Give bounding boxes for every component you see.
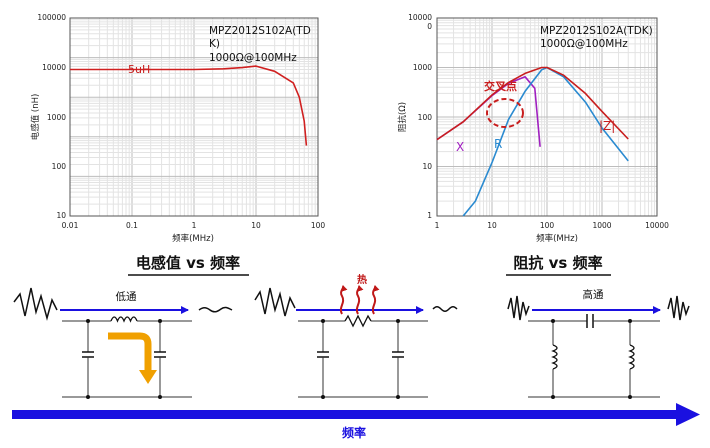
noise-to-ground-arrow	[108, 332, 152, 372]
impedance-xtick: 100	[540, 221, 555, 230]
impedance-ytick: 1	[427, 211, 432, 220]
left-part-number-line1: MPZ2012S102A(TD	[209, 25, 311, 37]
impedance-ytick-top-a: 10000	[408, 13, 432, 22]
left-part-number-line2: K)	[209, 38, 220, 50]
resistance-label: R	[494, 137, 502, 151]
node-dot	[321, 319, 325, 323]
node-dot	[628, 319, 632, 323]
node-dot	[551, 395, 555, 399]
impedance-xtick: 1	[435, 221, 440, 230]
node-dot	[158, 319, 162, 323]
impedance-vs-frequency-heading: 阻抗 vs 频率	[513, 254, 602, 272]
inductance-xtick: 10	[251, 221, 261, 230]
inductance-xtick: 1	[192, 221, 197, 230]
left-shunt-inductor-icon	[551, 344, 558, 370]
heat-wave-icon	[371, 285, 380, 315]
inductance-ytick: 10	[56, 211, 66, 220]
crossover-point-circle	[486, 98, 524, 128]
frequency-arrow-head	[676, 403, 700, 426]
inductance-chart-grid	[69, 18, 318, 217]
right-part-impedance-spec: 1000Ω@100MHz	[540, 38, 628, 50]
high-pass-label: 高通	[583, 288, 604, 301]
inductance-ylabel: 电感值 (nH)	[30, 94, 41, 141]
dissipation-circuit: 热	[254, 273, 458, 399]
impedance-xtick: 1000	[592, 221, 611, 230]
node-dot	[158, 395, 162, 399]
inductance-xticks: 0.01 0.1 1 10 100	[62, 221, 326, 230]
inductance-xtick: 100	[311, 221, 326, 230]
inductance-xlabel: 频率(MHz)	[172, 233, 214, 244]
impedance-ylabel: 阻抗(Ω)	[397, 102, 408, 132]
node-dot	[86, 319, 90, 323]
impedance-ytick: 100	[418, 113, 433, 122]
noisy-input-signal-icon	[507, 295, 530, 321]
inductance-ytick: 10000	[42, 63, 66, 72]
crossover-point-label: 交叉点	[484, 79, 517, 93]
heat-wave-icon	[339, 285, 348, 315]
high-pass-circuit: 高通	[507, 288, 690, 399]
high-frequency-output-signal-icon	[667, 295, 690, 321]
node-dot	[86, 395, 90, 399]
left-part-impedance-spec: 1000Ω@100MHz	[209, 52, 297, 64]
inductance-xtick: 0.1	[126, 221, 138, 230]
inductance-vs-frequency-heading: 电感值 vs 频率	[136, 254, 240, 272]
low-pass-label: 低通	[116, 290, 137, 303]
inductance-ytick: 100	[52, 162, 67, 171]
node-dot	[551, 319, 555, 323]
node-dot	[628, 395, 632, 399]
inductance-xtick: 0.01	[62, 221, 79, 230]
impedance-series	[436, 66, 629, 217]
inductance-yticks: 10000 1000 100 10	[42, 63, 66, 220]
impedance-magnitude-label: |Z|	[599, 119, 615, 133]
frequency-arrow-label: 频率	[342, 425, 366, 440]
inductance-series-label: 5uH	[128, 63, 150, 76]
impedance-ytick: 1000	[413, 63, 432, 72]
inductance-chart: 100000 10000 1000 100 10 0.01 0.1 1 10 1…	[30, 13, 325, 244]
resistance-curve	[462, 66, 629, 217]
right-part-number: MPZ2012S102A(TDK)	[540, 25, 653, 37]
heat-wave-icon	[355, 285, 364, 315]
noise-to-ground-arrowhead	[139, 370, 157, 384]
filtered-output-signal-icon	[198, 306, 233, 313]
noisy-input-signal-icon	[254, 287, 296, 317]
node-dot	[396, 395, 400, 399]
resistor-icon	[344, 314, 372, 328]
inductance-curve	[70, 65, 308, 146]
inductance-series	[70, 65, 308, 146]
inductance-ytick-top: 100000	[37, 13, 66, 22]
impedance-xtick: 10	[487, 221, 497, 230]
series-inductor-icon	[110, 316, 138, 323]
right-shunt-inductor-icon	[628, 344, 635, 370]
reactance-label: X	[456, 140, 464, 154]
frequency-axis-arrow: 频率	[12, 403, 700, 440]
inductance-ytick: 1000	[47, 113, 66, 122]
low-pass-circuit: 低通	[13, 287, 233, 399]
heat-label: 热	[357, 273, 367, 286]
attenuated-output-signal-icon	[432, 306, 458, 312]
inductance-chart-frame	[69, 17, 319, 217]
node-dot	[396, 319, 400, 323]
impedance-magnitude-curve	[436, 66, 629, 141]
frequency-arrow-shaft	[12, 410, 678, 419]
noisy-input-signal-icon	[13, 287, 58, 321]
impedance-xlabel: 频率(MHz)	[536, 233, 578, 244]
node-dot	[321, 395, 325, 399]
impedance-ytick-top-b: 0	[427, 22, 432, 31]
impedance-chart-frame	[436, 17, 658, 217]
impedance-chart: 10000 0 1000 100 10 1 1 10 100 1000 1000…	[397, 13, 669, 244]
impedance-ytick: 10	[422, 162, 432, 171]
impedance-xtick: 10000	[645, 221, 669, 230]
